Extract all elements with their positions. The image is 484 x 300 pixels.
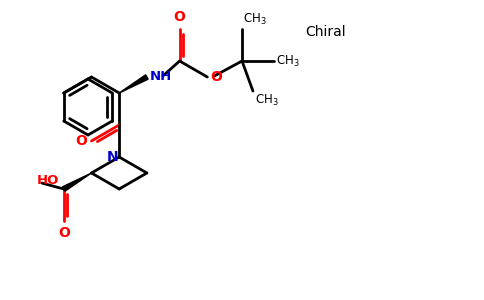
Text: O: O bbox=[174, 10, 185, 24]
Polygon shape bbox=[119, 75, 148, 93]
Text: CH$_3$: CH$_3$ bbox=[243, 12, 267, 27]
Text: O: O bbox=[58, 226, 70, 240]
Text: CH$_3$: CH$_3$ bbox=[255, 93, 279, 108]
Text: N: N bbox=[106, 150, 118, 164]
Text: NH: NH bbox=[150, 70, 172, 83]
Text: CH$_3$: CH$_3$ bbox=[276, 53, 300, 69]
Text: HO: HO bbox=[36, 175, 59, 188]
Polygon shape bbox=[62, 173, 91, 191]
Text: O: O bbox=[76, 134, 88, 148]
Text: O: O bbox=[211, 70, 222, 84]
Text: Chiral: Chiral bbox=[305, 25, 346, 39]
